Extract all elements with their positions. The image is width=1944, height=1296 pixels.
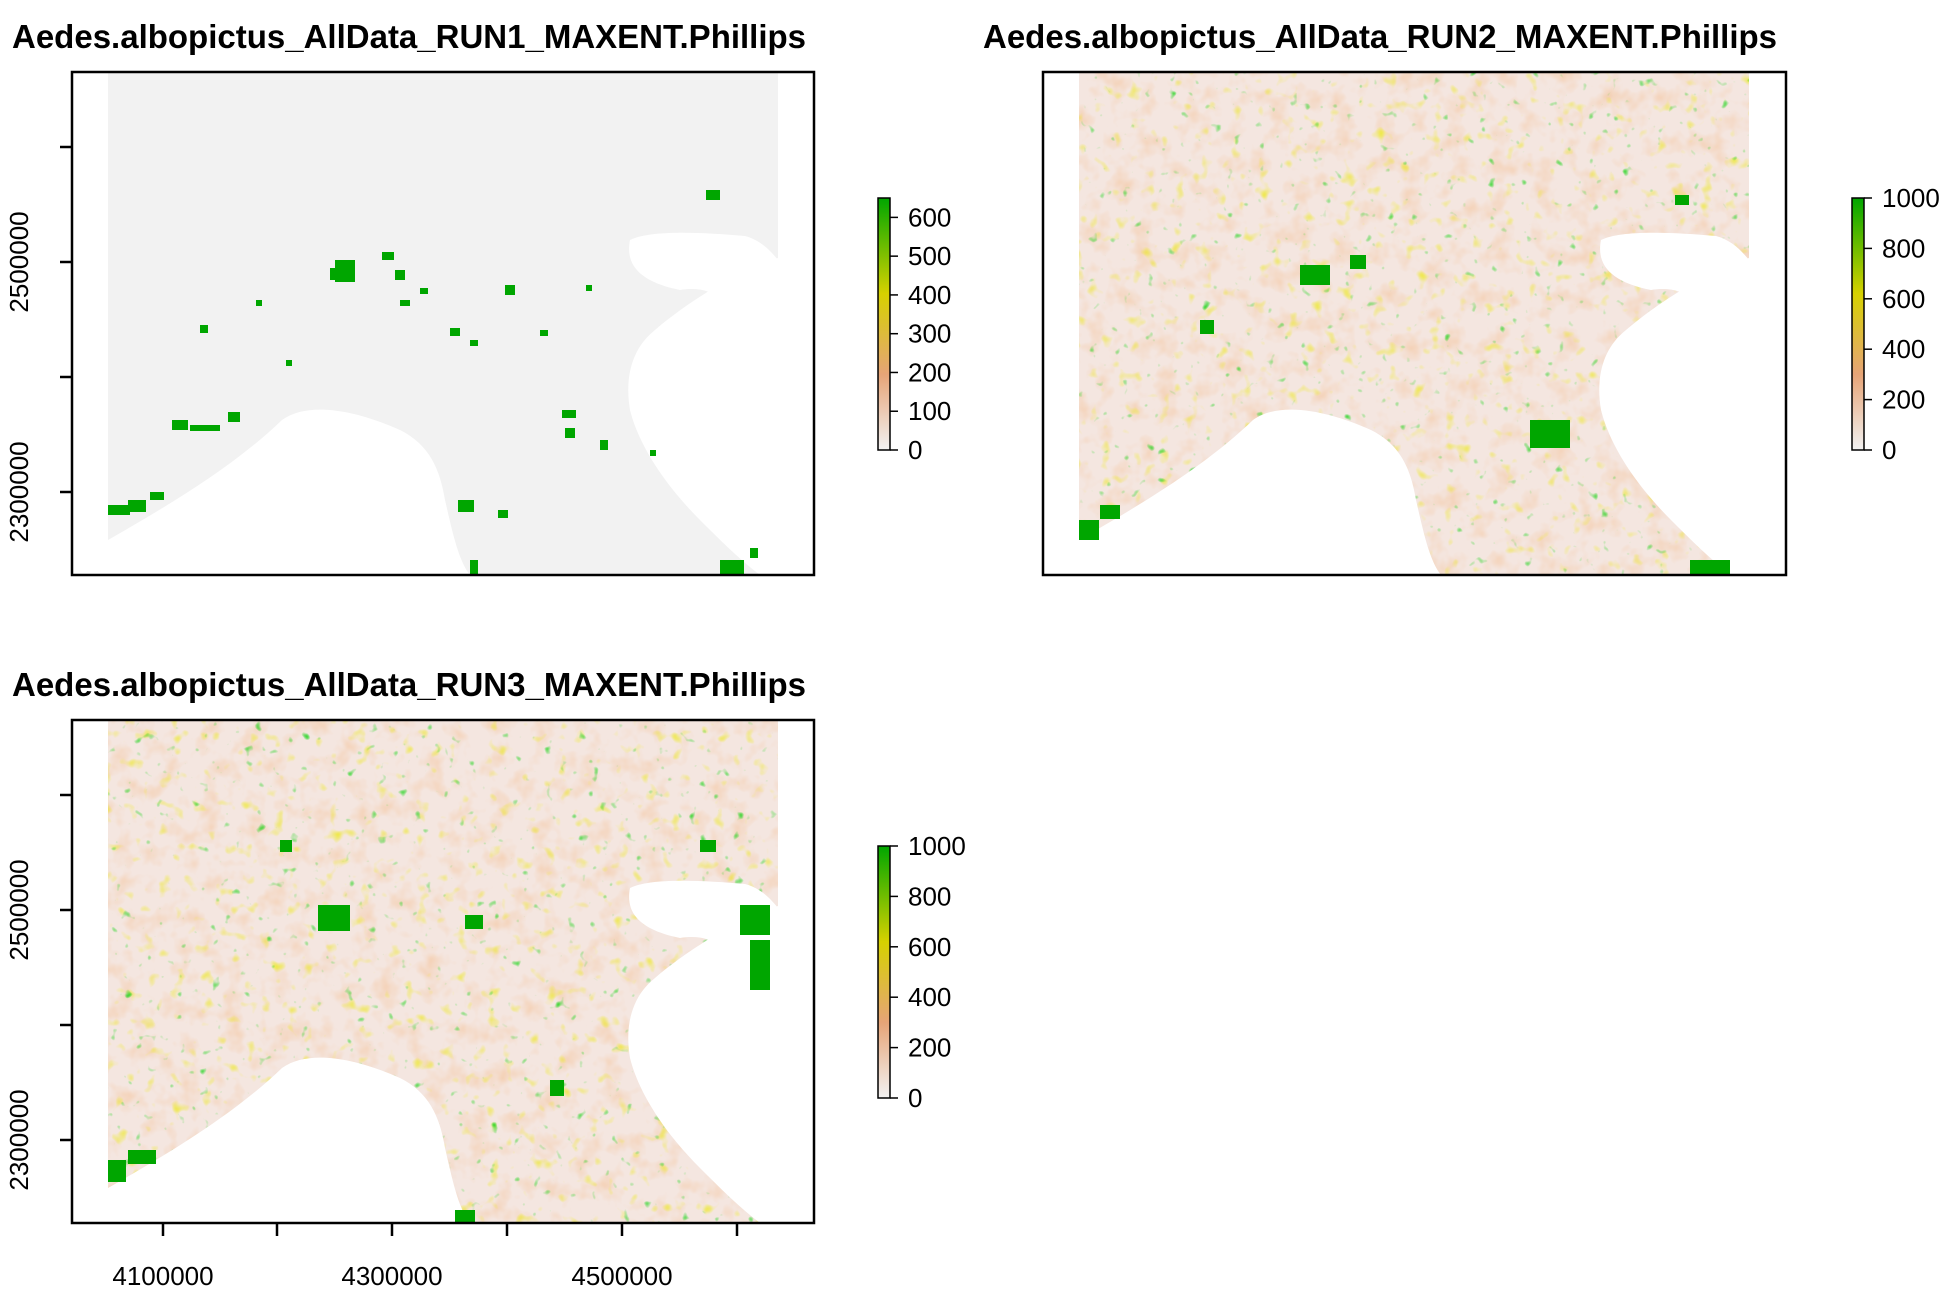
legend-tick-label: 0 xyxy=(908,1083,922,1113)
suitability-raster xyxy=(1079,72,1749,575)
plot-frame xyxy=(70,70,816,577)
y-tick-label: 2500000 xyxy=(4,859,34,960)
legend-run3: 0 200 400 600 800 1000 xyxy=(877,831,966,1113)
legend-tick-label: 500 xyxy=(908,241,951,271)
panel-title: Aedes.albopictus_AllData_RUN2_MAXENT.Phi… xyxy=(983,18,1777,55)
legend-tick-label: 1000 xyxy=(908,831,966,861)
legend-tick-label: 400 xyxy=(908,982,951,1012)
suitability-raster xyxy=(108,72,778,575)
legend-tick-label: 200 xyxy=(1882,385,1925,415)
legend-tick-label: 0 xyxy=(908,435,922,465)
plot-frame xyxy=(1041,70,1788,577)
legend-tick-label: 200 xyxy=(908,357,951,387)
y-tick-label: 2500000 xyxy=(4,211,34,312)
y-tick-label: 2300000 xyxy=(4,1089,34,1190)
x-tick-label: 4100000 xyxy=(112,1261,213,1291)
legend-tick-label: 600 xyxy=(1882,284,1925,314)
legend-tick-label: 400 xyxy=(1882,334,1925,364)
legend-tick-label: 0 xyxy=(1882,435,1896,465)
y-tick-label: 2300000 xyxy=(4,441,34,542)
plot-frame xyxy=(70,718,816,1225)
panel-run3: Aedes.albopictus_AllData_RUN3_MAXENT.Phi… xyxy=(4,666,966,1291)
legend-colorbar xyxy=(1851,197,1865,451)
panel-run1: Aedes.albopictus_AllData_RUN1_MAXENT.Phi… xyxy=(4,18,951,577)
legend-colorbar xyxy=(877,845,891,1099)
legend-tick-label: 200 xyxy=(908,1033,951,1063)
panel-title: Aedes.albopictus_AllData_RUN3_MAXENT.Phi… xyxy=(12,666,806,703)
legend-tick-label: 800 xyxy=(908,881,951,911)
legend-colorbar xyxy=(877,197,891,451)
panel-run2: Aedes.albopictus_AllData_RUN2_MAXENT.Phi… xyxy=(983,18,1940,577)
legend-run2: 0 200 400 600 800 1000 xyxy=(1851,183,1940,465)
legend-tick-label: 1000 xyxy=(1882,183,1940,213)
legend-tick-label: 600 xyxy=(908,202,951,232)
legend-tick-label: 600 xyxy=(908,932,951,962)
panel-title: Aedes.albopictus_AllData_RUN1_MAXENT.Phi… xyxy=(12,18,806,55)
legend-run1: 0 100 200 300 400 500 600 xyxy=(877,197,951,465)
legend-tick-label: 800 xyxy=(1882,233,1925,263)
legend-tick-label: 300 xyxy=(908,319,951,349)
x-tick-label: 4500000 xyxy=(571,1261,672,1291)
suitability-raster xyxy=(108,720,778,1223)
legend-tick-label: 100 xyxy=(908,396,951,426)
legend-tick-label: 400 xyxy=(908,280,951,310)
x-tick-label: 4300000 xyxy=(341,1261,442,1291)
